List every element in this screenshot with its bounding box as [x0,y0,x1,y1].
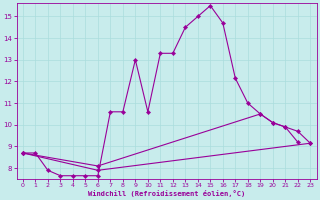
X-axis label: Windchill (Refroidissement éolien,°C): Windchill (Refroidissement éolien,°C) [88,190,245,197]
